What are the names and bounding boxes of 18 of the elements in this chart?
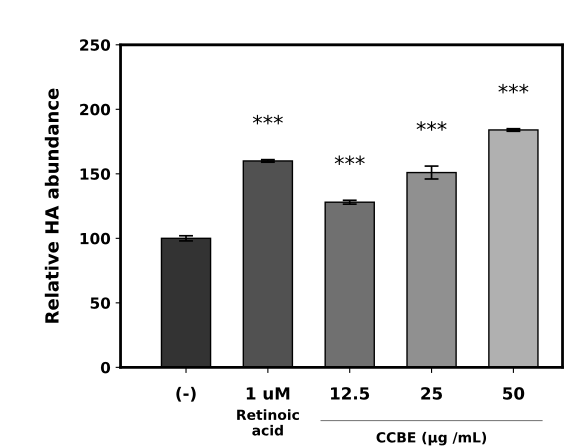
text: CCBE (μg /mL) [376, 432, 486, 446]
x-tick-label: 1 uM [246, 387, 290, 400]
text: Retinoic acid [237, 409, 299, 436]
annotation: *** [416, 121, 447, 131]
y-tick-label: 150 [80, 168, 110, 180]
y-tick-label: 250 [80, 39, 110, 51]
y-axis-title: Relative HA abundance [44, 88, 59, 323]
x-tick-label: 25 [421, 387, 442, 400]
x-tick-label: (-) [176, 386, 196, 402]
y-tick-label: 0 [100, 362, 110, 374]
y-tick-label: 50 [90, 297, 110, 309]
y-tick-label: 100 [80, 232, 110, 244]
x-tick-label: 12.5 [331, 387, 370, 400]
y-tick-label: 200 [80, 104, 110, 116]
annotation: *** [252, 114, 283, 124]
annotation: *** [334, 155, 365, 165]
x-tick-label: 50 [503, 387, 524, 400]
annotation: *** [498, 84, 528, 94]
